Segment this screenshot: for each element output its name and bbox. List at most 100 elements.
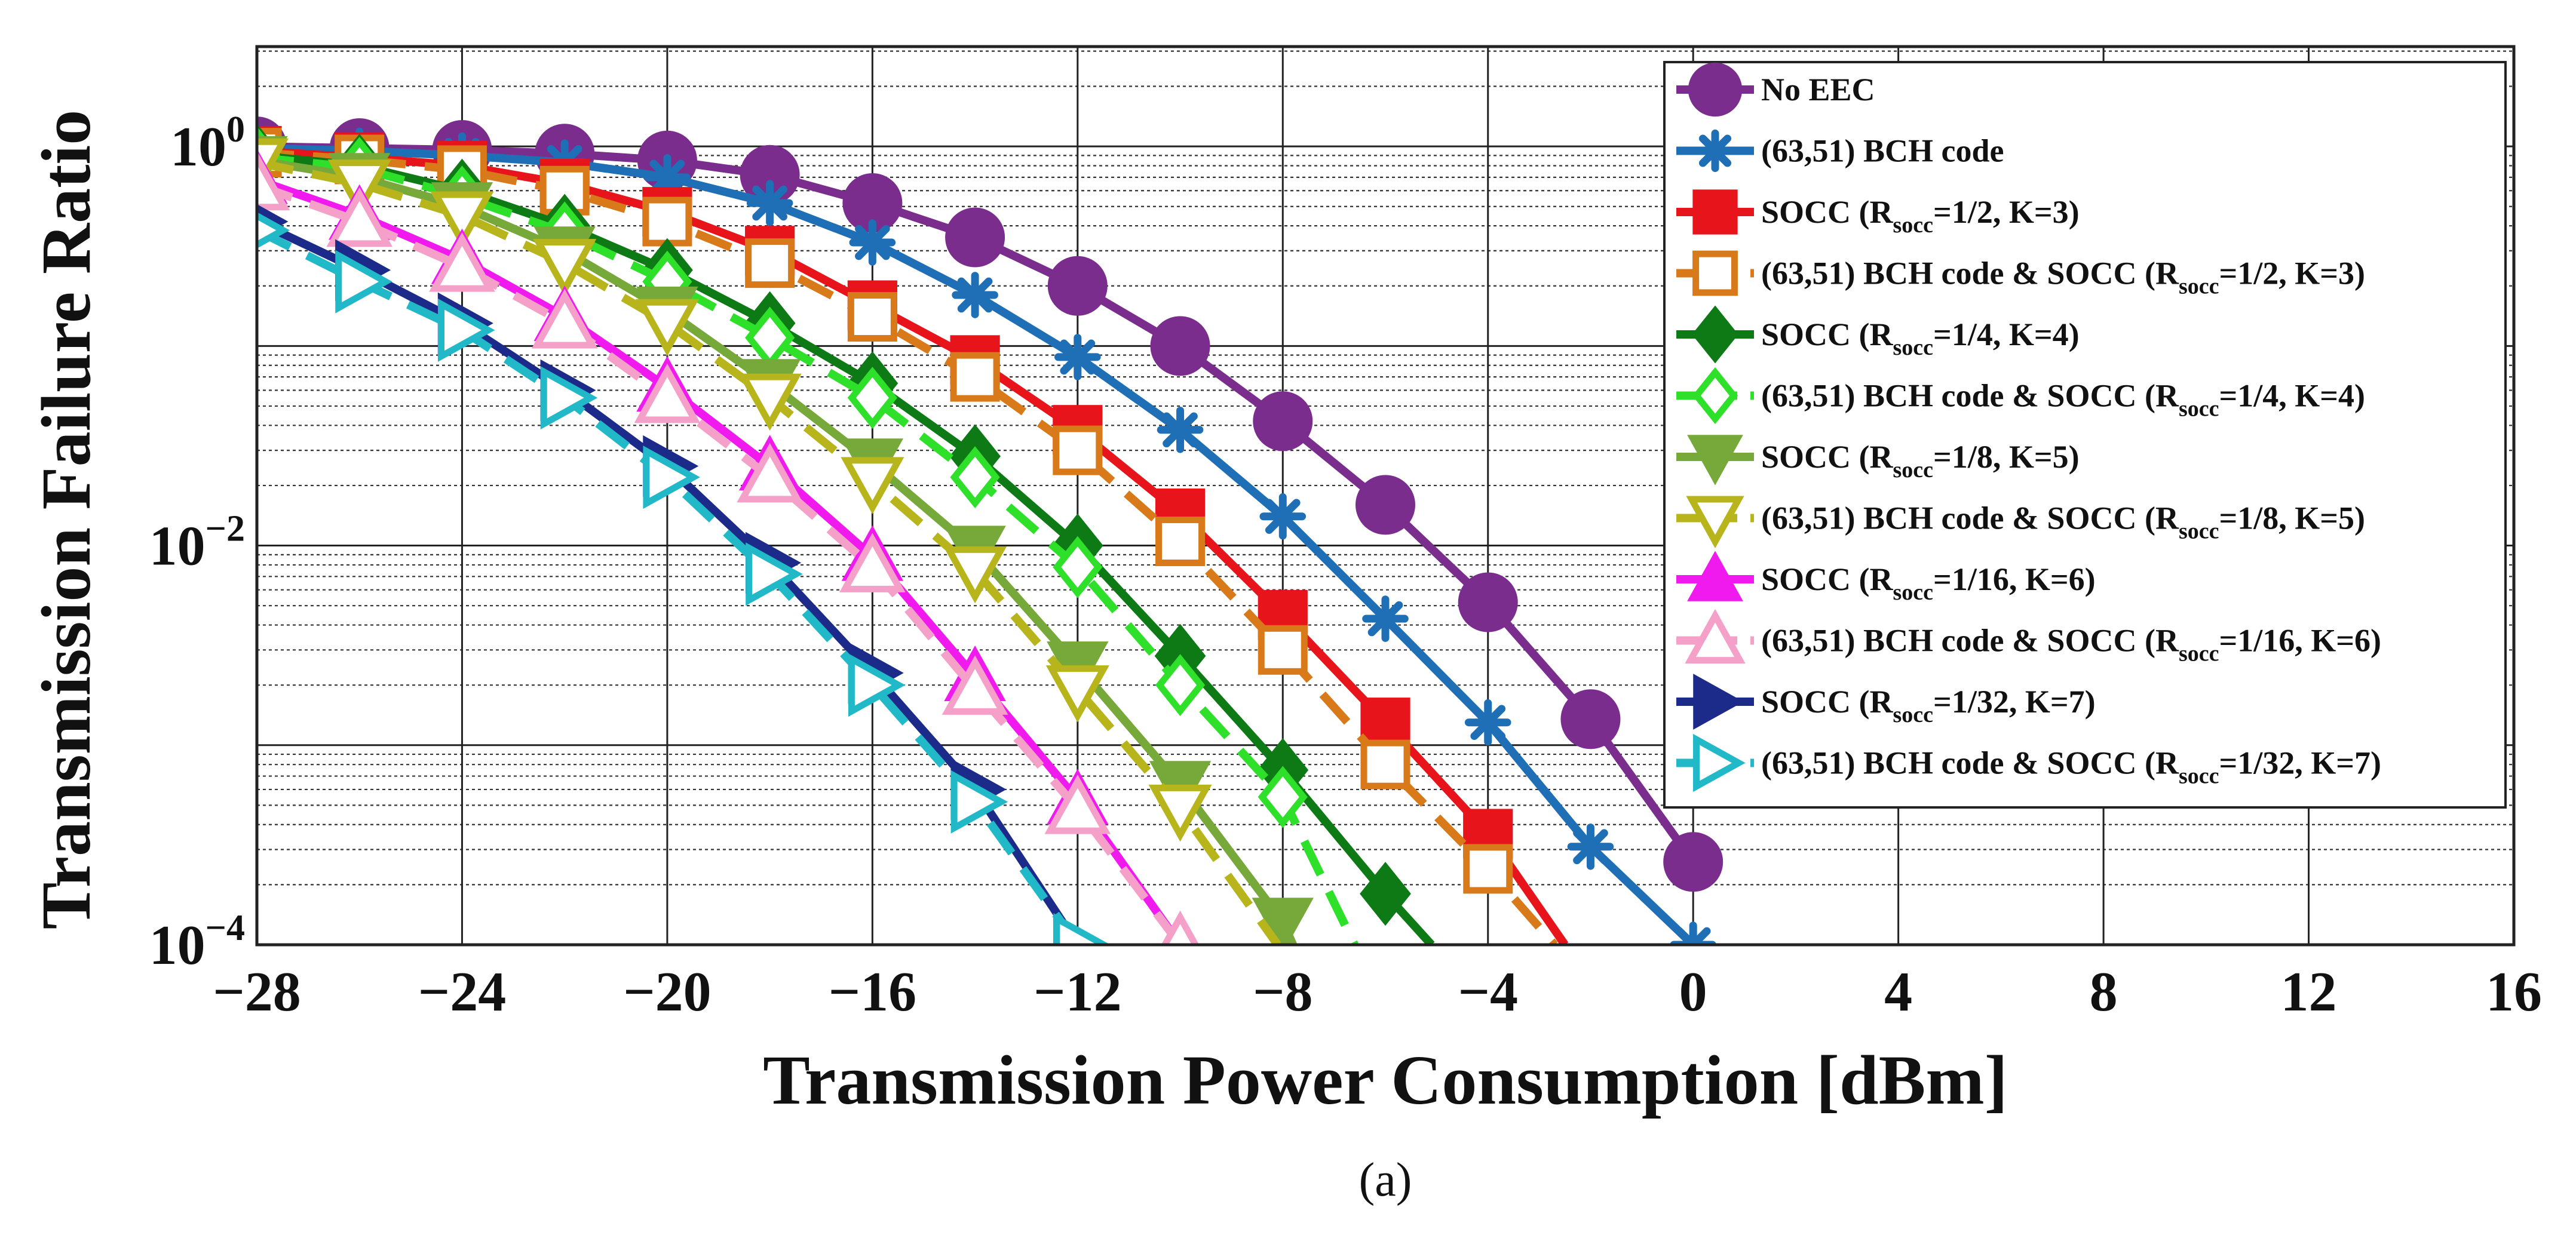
legend-marker (1692, 250, 1738, 296)
data-point (1360, 862, 1411, 926)
data-point (1663, 832, 1724, 892)
data-point (1567, 823, 1614, 870)
series-line (257, 181, 1184, 945)
x-tick-label: 0 (1679, 961, 1707, 1023)
data-point (642, 196, 692, 247)
data-point (326, 187, 393, 247)
data-point (1045, 665, 1109, 723)
data-point (1157, 406, 1204, 453)
legend-entry: SOCC (Rsocc=1/32, K=7) (1676, 674, 2096, 730)
data-point (1560, 689, 1621, 749)
legend-label: SOCC (Rsocc=1/2, K=3) (1761, 194, 2080, 238)
data-point (848, 653, 906, 717)
data-point (950, 770, 1008, 834)
data-point (1259, 493, 1307, 540)
data-point (257, 150, 290, 211)
x-tick-label: 12 (2281, 961, 2337, 1023)
x-tick-label: 16 (2486, 961, 2542, 1023)
legend-label: (63,51) BCH code (1761, 133, 2004, 169)
data-point (945, 207, 1005, 268)
data-point (1464, 699, 1511, 746)
data-point (1155, 654, 1206, 717)
y-tick-label: 10−4 (149, 908, 245, 976)
legend-label: (63,51) BCH code & SOCC (Rsocc=1/32, K=7… (1761, 745, 2381, 789)
legend-marker (1686, 496, 1744, 549)
data-point (1258, 766, 1308, 828)
data-point (635, 299, 699, 357)
data-point (643, 446, 700, 509)
legend-entry: (63,51) BCH code (1676, 129, 2004, 173)
data-point (540, 366, 598, 430)
legend-label: No EEC (1761, 72, 1875, 107)
x-tick-label: −4 (1458, 961, 1518, 1023)
data-point (533, 239, 597, 296)
legend-marker (1685, 609, 1746, 664)
data-point (839, 533, 906, 592)
legend-entry: (63,51) BCH code & SOCC (Rsocc=1/4, K=4) (1676, 367, 2365, 425)
x-tick-label: −8 (1253, 961, 1313, 1023)
data-point (335, 250, 392, 314)
y-tick-label: 10−2 (149, 509, 245, 577)
legend-box (1663, 61, 2507, 809)
legend-entry: (63,51) BCH code & SOCC (Rsocc=1/8, K=5) (1676, 496, 2365, 549)
x-tick-label: −28 (213, 961, 301, 1023)
x-tick-label: −20 (623, 961, 712, 1023)
data-point (531, 288, 598, 349)
legend-entry: SOCC (Rsocc=1/4, K=4) (1676, 305, 2080, 364)
data-point (1044, 774, 1111, 834)
series-8 (257, 138, 1281, 945)
data-point (1356, 475, 1415, 535)
data-point (1258, 625, 1308, 675)
legend-label: SOCC (Rsocc=1/4, K=4) (1761, 317, 2080, 360)
legend-marker (1688, 62, 1743, 117)
x-tick-label: −16 (829, 961, 917, 1023)
data-point (738, 373, 802, 431)
legend-entry: (63,51) BCH code & SOCC (Rsocc=1/16, K=6… (1676, 609, 2381, 666)
data-point (1161, 910, 1200, 945)
data-point (1053, 425, 1103, 475)
data-point (429, 232, 495, 292)
data-point (746, 542, 803, 606)
x-axis-label: Transmission Power Consumption [dBm] (763, 1041, 2008, 1119)
legend-entry: SOCC (Rsocc=1/8, K=5) (1676, 435, 2080, 486)
data-point (1360, 698, 1410, 748)
data-point (737, 443, 803, 503)
legend-label: SOCC (Rsocc=1/32, K=7) (1761, 684, 2096, 727)
legend-marker (1687, 551, 1743, 601)
data-point (952, 272, 998, 318)
data-point (1047, 256, 1108, 316)
x-tick-label: −12 (1034, 961, 1122, 1023)
legend-marker (1692, 189, 1738, 235)
data-point (1458, 572, 1518, 632)
legend-marker (1692, 367, 1738, 425)
data-point (634, 363, 701, 423)
data-point (746, 180, 793, 226)
data-point (745, 238, 795, 288)
data-point (1670, 921, 1716, 945)
data-point (1463, 844, 1513, 894)
legend-entry: SOCC (Rsocc=1/2, K=3) (1676, 189, 2080, 238)
legend-entry: No EEC (1676, 62, 1875, 117)
legend-label: SOCC (Rsocc=1/8, K=5) (1761, 439, 2080, 483)
series-10 (257, 150, 1200, 945)
legend-entry: SOCC (Rsocc=1/16, K=6) (1676, 551, 2096, 605)
y-axis-label: Transmission Failure Ratio (27, 110, 105, 929)
data-point (1053, 913, 1111, 945)
legend-entry: (63,51) BCH code & SOCC (Rsocc=1/2, K=3) (1676, 250, 2365, 299)
data-point (430, 191, 494, 249)
legend: No EEC (63,51) BCH code SOCC (Rsocc=1/2, K… (1663, 61, 2507, 809)
legend-label: SOCC (Rsocc=1/16, K=6) (1761, 561, 2096, 605)
data-point (437, 298, 495, 362)
legend-marker (1693, 674, 1744, 730)
series-12 (257, 211, 1111, 945)
legend-marker (1694, 129, 1737, 173)
data-point (1360, 739, 1410, 789)
data-point (950, 446, 1000, 509)
legend-marker (1693, 733, 1746, 792)
data-point (950, 352, 1000, 402)
data-point (841, 457, 904, 514)
data-point (1148, 784, 1212, 842)
figure-caption: (a) (1359, 1154, 1412, 1206)
data-point (1155, 516, 1206, 566)
